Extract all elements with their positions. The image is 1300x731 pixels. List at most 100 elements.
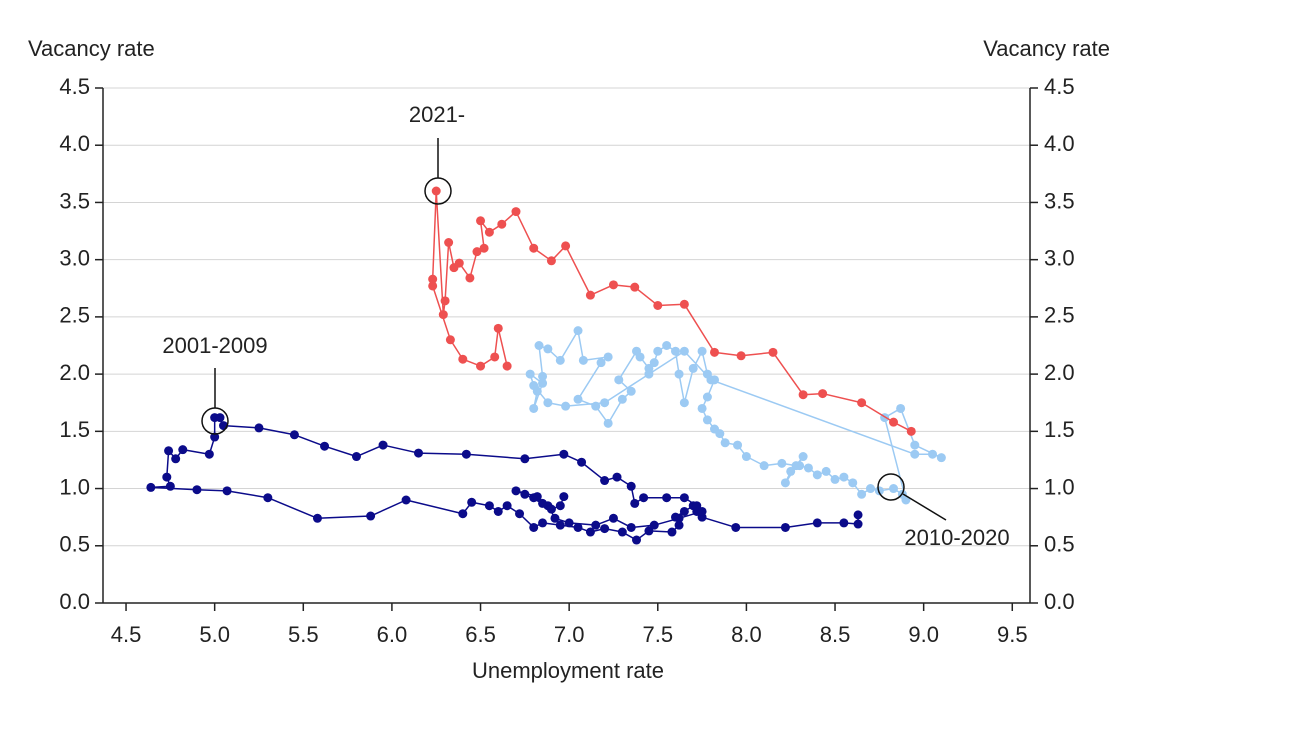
data-point [839,518,849,528]
data-point [608,513,618,523]
x-tick-label: 8.5 [820,622,851,647]
data-point [702,415,712,425]
data-point [702,392,712,402]
data-point [780,478,790,488]
data-point [263,493,273,503]
data-point [857,398,867,408]
data-point [538,371,548,381]
data-point [146,482,156,492]
data-point [653,346,663,356]
data-point [192,485,202,495]
y-tick-label: 0.5 [59,532,90,557]
data-point [534,341,544,350]
data-point [467,497,477,507]
annotation-label: 2001-2009 [162,333,267,358]
x-axis-label: Unemployment rate [472,658,664,683]
series-layer [146,186,946,545]
data-point [458,354,468,364]
data-point [431,186,441,196]
data-point [222,486,232,496]
data-point [780,522,790,532]
data-point [928,449,938,459]
data-point [679,506,689,516]
data-point [653,300,663,310]
data-point [667,527,677,537]
data-point [639,493,649,503]
axes: 0.0 0.5 1.0 1.5 2.0 2.5 3.0 3.5 4.0 4.5 0.0 0.5 1.0 1… [59,74,1074,647]
data-point [164,446,174,456]
data-point [812,518,822,528]
data-point [741,452,751,462]
data-point [465,273,475,283]
data-point [445,335,455,345]
y2-tick-label: 4.0 [1044,131,1075,156]
data-point [630,282,640,292]
data-point [254,423,264,433]
y2-tick-label: 0.0 [1044,589,1075,614]
data-point [649,358,659,368]
data-point [351,452,361,462]
data-point [674,520,684,530]
data-point [697,403,707,413]
data-point [215,413,225,423]
y2-tick-label: 1.5 [1044,417,1075,442]
data-point [165,481,175,491]
data-point [502,361,512,371]
data-point [171,454,181,464]
data-point [428,281,438,291]
data-point [679,493,689,503]
data-point [559,449,569,459]
data-point [896,403,906,413]
data-point [559,492,569,502]
data-point [546,256,556,266]
data-point [649,520,659,530]
series-line [150,416,859,541]
data-point [289,430,299,440]
data-point [630,498,640,508]
y-axis-label: Vacancy rate [28,36,155,61]
data-point [626,481,636,491]
data-point [591,401,601,411]
data-point [632,535,642,545]
data-point [889,417,899,427]
y2-tick-label: 2.0 [1044,360,1075,385]
data-point [511,207,521,217]
data-point [438,310,448,320]
data-point [736,351,746,361]
data-point [853,510,863,520]
data-point [600,476,610,486]
data-point [428,274,438,284]
data-point [596,358,606,368]
data-point [529,403,539,413]
data-point [608,280,618,290]
data-point [803,463,813,473]
y-tick-label: 3.0 [59,245,90,270]
data-point [525,369,535,379]
data-point [626,386,636,396]
data-point [710,347,720,357]
data-point [497,219,507,229]
y2-tick-label: 3.0 [1044,245,1075,270]
data-point [720,438,730,448]
y2-tick-label: 0.5 [1044,532,1075,557]
data-point [591,520,601,530]
data-point [493,506,503,516]
y-tick-label: 1.0 [59,474,90,499]
data-point [865,484,875,494]
data-point [366,511,376,521]
x-tick-label: 7.5 [642,622,673,647]
data-point [511,486,521,496]
data-point [461,449,471,459]
y-tick-label: 2.0 [59,360,90,385]
data-point [529,381,539,391]
data-point [603,352,613,362]
data-point [617,394,627,404]
data-point [472,247,482,257]
y-tick-label: 1.5 [59,417,90,442]
data-point [564,518,574,528]
data-point [791,461,801,471]
data-point [710,424,720,434]
x-tick-label: 9.0 [908,622,939,647]
data-point [733,440,743,450]
data-point [697,346,707,356]
